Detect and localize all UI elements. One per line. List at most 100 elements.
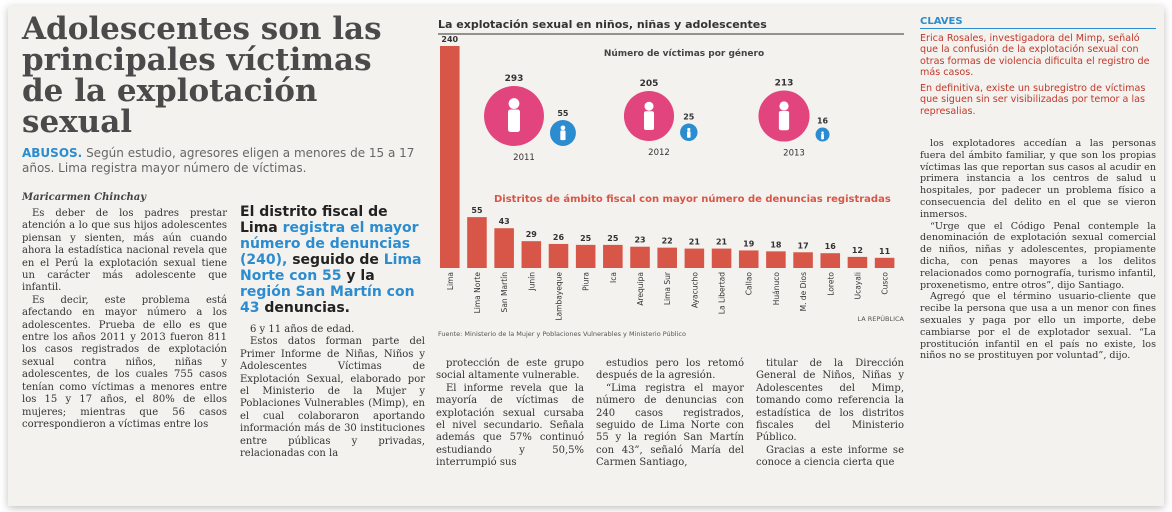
value-label: 22	[662, 237, 673, 246]
claves-box: CLAVES Erica Rosales, investigadora del M…	[920, 16, 1156, 121]
person-icon	[508, 98, 520, 109]
paragraph: los explotadores accedían a las personas…	[920, 138, 1156, 220]
person-icon	[560, 130, 566, 141]
highlight-text: registra el mayor número de denuncias (2…	[240, 220, 419, 268]
year-label: 2011	[513, 153, 535, 163]
bar	[684, 248, 705, 268]
value-label: 19	[743, 239, 755, 248]
female-value: 213	[775, 78, 794, 88]
infographic-title: La explotación sexual en niños, niñas y …	[438, 18, 767, 31]
kicker: ABUSOS.	[22, 146, 83, 160]
category-label: Lima Sur	[663, 271, 672, 305]
paragraph: Gracias a este informe se conoce a cienc…	[756, 444, 904, 469]
highlight-text: región San Martín con 43	[240, 284, 415, 316]
paragraph: 6 y 11 años de edad.	[250, 324, 355, 335]
subtitle: ABUSOS. Según estudio, agresores eligen …	[22, 146, 422, 176]
value-label: 26	[553, 233, 565, 242]
claves-title: CLAVES	[920, 16, 1156, 29]
value-label: 21	[716, 238, 728, 247]
bar	[874, 257, 895, 268]
bar	[521, 241, 542, 268]
newspaper-page: Adolescentes son las principales víctima…	[8, 6, 1164, 506]
bar	[575, 244, 596, 268]
paragraph: “Urge que el Código Penal contemple la d…	[920, 220, 1156, 291]
highlight-text: y la	[341, 268, 375, 284]
female-value: 293	[505, 74, 524, 84]
paragraph: Es decir, este problema está afectando e…	[22, 294, 227, 430]
value-label: 240	[441, 35, 458, 44]
male-value: 25	[683, 113, 695, 122]
category-label: Lima	[446, 272, 455, 290]
highlight-text: El distrito fiscal de Lima	[240, 204, 388, 236]
category-label: Cusco	[881, 272, 890, 295]
value-label: 25	[607, 234, 619, 243]
male-value: 55	[557, 109, 569, 118]
value-label: 17	[798, 241, 809, 250]
claves-item: Erica Rosales, investigadora del Mimp, s…	[920, 32, 1150, 79]
column: 6 y 11 años de edad. Estos datos forman p…	[240, 324, 425, 460]
gender-title: Número de víctimas por género	[604, 48, 764, 59]
subtitle-text: Según estudio, agresores eligen a menore…	[22, 146, 415, 175]
chart-title: Distritos de ámbito fiscal con mayor núm…	[494, 193, 891, 205]
person-icon	[643, 111, 655, 131]
value-label: 12	[852, 246, 863, 255]
category-label: Callao	[745, 272, 754, 296]
bar	[793, 252, 813, 268]
category-label: Huánuco	[772, 272, 781, 306]
bar	[847, 256, 868, 268]
category-label: San Martín	[500, 272, 509, 313]
category-label: Lima Norte	[473, 272, 482, 314]
highlight-box: El distrito fiscal de Lima registra el m…	[240, 204, 425, 316]
category-label: Ayacucho	[690, 272, 699, 308]
column: protección de este grupo social altament…	[436, 358, 584, 470]
category-label: Ica	[609, 272, 618, 283]
person-icon	[778, 111, 790, 131]
person-icon	[508, 109, 520, 132]
category-label: M. de Dios	[799, 272, 808, 311]
column: estudios pero los retomó después de la a…	[596, 358, 744, 470]
paragraph: El informe revela que la mayoría de víct…	[436, 382, 584, 469]
bar	[467, 217, 487, 268]
bar	[820, 253, 841, 268]
value-label: 11	[879, 247, 891, 256]
bar	[603, 244, 623, 268]
person-icon	[821, 131, 824, 134]
year-label: 2013	[783, 149, 805, 159]
paragraph: Estos datos forman parte del Primer Info…	[240, 336, 425, 460]
paragraph: titular de la Dirección General de Niños…	[756, 358, 904, 444]
value-label: 25	[580, 234, 592, 243]
category-label: Arequipa	[636, 272, 645, 306]
value-label: 43	[499, 217, 510, 226]
person-icon	[644, 101, 654, 111]
claves-item: En definitiva, existe un subregistro de …	[920, 82, 1146, 117]
highlight-text: Lima Norte con 55	[240, 252, 422, 284]
bar	[766, 251, 786, 268]
bar	[711, 248, 732, 268]
person-icon	[560, 125, 566, 131]
category-label: Junín	[527, 272, 536, 292]
category-label: Ucayali	[853, 272, 862, 299]
column: los explotadores accedían a las personas…	[920, 138, 1156, 362]
person-icon	[687, 131, 691, 138]
highlight-text: seguido de	[287, 252, 384, 268]
value-label: 23	[634, 236, 645, 245]
highlight-text: denuncias.	[259, 300, 350, 316]
value-label: 29	[526, 230, 538, 239]
bar	[630, 246, 650, 268]
source: Fuente: Ministerio de la Mujer y Poblaci…	[438, 330, 686, 338]
column: titular de la Dirección General de Niños…	[756, 358, 904, 470]
bar	[494, 228, 514, 268]
value-label: 18	[770, 240, 782, 249]
paragraph: protección de este grupo social altament…	[436, 358, 584, 382]
value-label: 21	[689, 238, 701, 247]
bar	[657, 247, 677, 268]
person-icon	[779, 101, 789, 111]
credit: LA REPÚBLICA	[857, 314, 904, 323]
author: Maricarmen Chinchay	[22, 192, 147, 203]
value-label: 55	[471, 206, 483, 215]
year-label: 2012	[648, 148, 670, 158]
paragraph: “Lima registra el mayor número de denunc…	[596, 382, 744, 469]
male-value: 16	[817, 117, 829, 126]
female-value: 205	[640, 79, 659, 89]
